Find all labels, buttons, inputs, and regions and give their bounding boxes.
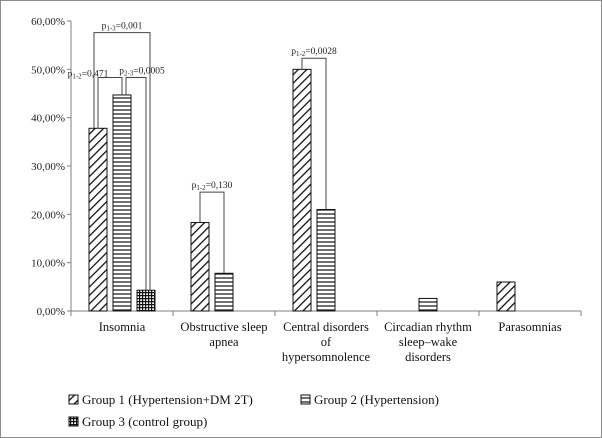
category-label: Circadian rhythm sleep–wake disorders (384, 320, 472, 364)
category-label: Insomnia (99, 320, 146, 334)
category-label-line: sleep–wake (399, 335, 458, 349)
y-tick-label: 50,00% (31, 64, 65, 76)
category-label: Central disorders of hypersomnolence (282, 320, 371, 364)
p-value-subscript: 2-3 (124, 70, 134, 78)
p-value-label: p1-2=0,130 (192, 181, 233, 192)
p-value-label: p1-3=0,001 (102, 22, 143, 33)
p-value-letter: p (68, 70, 73, 80)
category-label-line: Obstructive sleep (180, 320, 267, 334)
p-value-subscript: 1-2 (296, 50, 306, 58)
axis-layer: 0,00% 10,00% 20,00% 30,00% 40,00% 50,00% 60,00… (31, 16, 582, 364)
significance-bracket (97, 77, 123, 129)
p-value-subscript: 1-3 (106, 25, 116, 33)
legend-label: Group 3 (control group) (82, 414, 207, 429)
p-value-subscript: 1-2 (72, 73, 82, 81)
bars-layer (88, 68, 516, 312)
p-value-number: =0,0028 (305, 47, 337, 57)
category-label-line: Central disorders (283, 320, 369, 334)
y-tick-label: 30,00% (31, 161, 65, 173)
legend-label: Group 2 (Hypertension) (314, 392, 439, 407)
category-label: Obstructive sleep apnea (180, 320, 267, 349)
p-value-letter: p (291, 47, 296, 57)
p-value-label: p1-2=0,471 (68, 70, 109, 81)
category-label-line: Parasomnias (498, 320, 561, 334)
bar-horizontal (214, 272, 234, 312)
bar-horizontal (112, 94, 132, 312)
bar-diagonal (190, 222, 210, 312)
significance-bracket (93, 32, 151, 291)
p-value-letter: p (102, 22, 107, 32)
p-value-subscript: 1-2 (196, 184, 206, 192)
category-label-line: apnea (209, 335, 239, 349)
p-value-number: =0,471 (82, 70, 109, 80)
legend-label: Group 1 (Hypertension+DM 2T) (82, 392, 253, 407)
bar-grid (136, 289, 156, 312)
p-value-label: p1-2=0,0028 (291, 47, 337, 58)
category-label-line: Circadian rhythm (384, 320, 472, 334)
legend-swatch-grid (68, 416, 79, 427)
p-value-letter: p (119, 67, 124, 77)
bar-diagonal (292, 68, 312, 312)
bar-diagonal (88, 127, 108, 312)
category-label-line: hypersomnolence (282, 350, 371, 364)
y-tick-label: 20,00% (31, 209, 65, 221)
significance-bracket (125, 77, 147, 291)
p-value-letter: p (192, 181, 197, 191)
significance-bracket (301, 57, 327, 210)
legend-swatch-horizontal (300, 394, 311, 405)
y-tick-label: 0,00% (37, 306, 65, 318)
category-label-line: disorders (405, 350, 451, 364)
p-value-label: p2-3=0,0005 (119, 67, 165, 78)
category-label-line: of (321, 335, 332, 349)
category-label: Parasomnias (498, 320, 561, 334)
y-tick-label: 10,00% (31, 258, 65, 270)
p-value-number: =0,0005 (133, 67, 165, 77)
category-label-line: Insomnia (99, 320, 146, 334)
legend: Group 1 (Hypertension+DM 2T) Group 2 (Hyp… (68, 392, 439, 429)
significance-bracket (199, 191, 225, 274)
p-value-number: =0,130 (206, 181, 233, 191)
y-tick-label: 40,00% (31, 113, 65, 125)
legend-swatch-diagonal (68, 394, 79, 405)
bar-horizontal (418, 297, 438, 312)
y-tick-label: 60,00% (31, 16, 65, 28)
bar-diagonal (496, 281, 516, 312)
p-value-number: =0,001 (116, 22, 143, 32)
bar-horizontal (316, 209, 336, 312)
